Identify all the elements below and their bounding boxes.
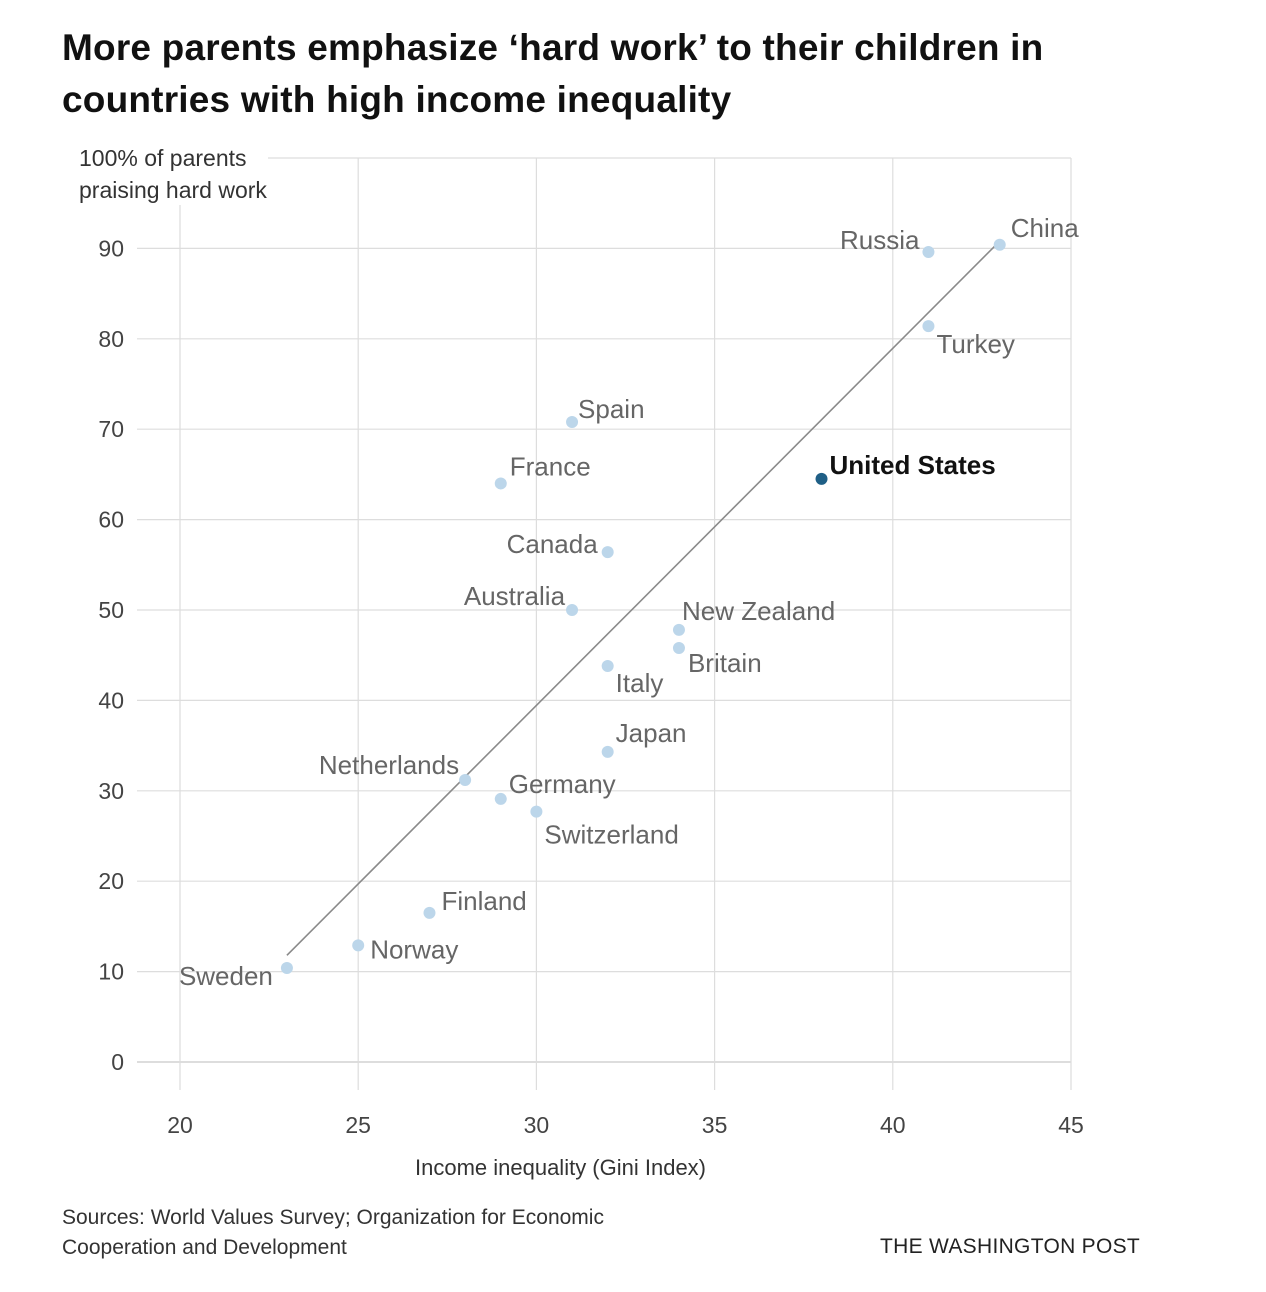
y-axis-ticks: 0 10 20 30 40 50 60 70 80 90 <box>98 235 124 1075</box>
label-france: France <box>510 451 591 481</box>
point-spain <box>566 415 579 428</box>
label-sweden: Sweden <box>179 961 273 991</box>
y-axis-label: 100% of parents praising hard work <box>79 145 267 203</box>
y-tick-label: 10 <box>98 959 124 985</box>
point-netherlands <box>459 773 472 786</box>
x-tick-label: 20 <box>167 1112 193 1138</box>
source-note: Sources: World Values Survey; Organizati… <box>62 1206 604 1259</box>
point-sweden <box>280 961 293 974</box>
point-france <box>494 477 507 490</box>
x-tick-label: 40 <box>880 1112 906 1138</box>
point-turkey <box>922 320 935 333</box>
x-tick-label: 35 <box>702 1112 728 1138</box>
point-switzerland <box>530 805 543 818</box>
chart-title: More parents emphasize ‘hard work’ to th… <box>62 27 1044 120</box>
y-tick-label: 80 <box>98 326 124 352</box>
label-china: China <box>1011 213 1079 243</box>
x-axis-ticks: 20 25 30 35 40 45 <box>167 1112 1084 1138</box>
y-tick-label: 30 <box>98 778 124 804</box>
label-turkey: Turkey <box>936 329 1015 359</box>
label-finland: Finland <box>441 886 526 916</box>
label-spain: Spain <box>578 394 645 424</box>
y-tick-label: 70 <box>98 416 124 442</box>
point-britain <box>672 641 685 654</box>
label-japan: Japan <box>616 718 687 748</box>
label-germany: Germany <box>509 769 616 799</box>
point-norway <box>352 939 365 952</box>
point-finland <box>423 906 436 919</box>
y-tick-label: 0 <box>111 1049 124 1075</box>
x-tick-label: 45 <box>1058 1112 1084 1138</box>
point-russia <box>922 246 935 259</box>
label-united-states: United States <box>830 450 996 480</box>
trend-line-group <box>286 240 1001 956</box>
point-japan <box>601 745 614 758</box>
label-new-zealand: New Zealand <box>682 596 835 626</box>
grid <box>137 157 1072 1090</box>
point-new-zealand <box>672 623 685 636</box>
label-italy: Italy <box>616 668 664 698</box>
y-tick-label: 40 <box>98 687 124 713</box>
point-germany <box>494 792 507 805</box>
y-axis-label-line: praising hard work <box>79 177 267 203</box>
point-australia <box>566 604 579 616</box>
label-australia: Australia <box>464 581 566 611</box>
point-labels: Sweden Norway Finland Netherlands Germany Swi… <box>179 213 1079 991</box>
y-tick-label: 60 <box>98 507 124 533</box>
label-britain: Britain <box>688 648 762 678</box>
y-tick-label: 20 <box>98 868 124 894</box>
label-switzerland: Switzerland <box>544 820 678 850</box>
label-norway: Norway <box>370 934 458 964</box>
y-tick-label: 90 <box>98 235 124 261</box>
x-tick-label: 25 <box>345 1112 371 1138</box>
point-china <box>993 238 1006 251</box>
label-netherlands: Netherlands <box>319 750 459 780</box>
x-axis-label: Income inequality (Gini Index) <box>415 1155 706 1180</box>
point-canada <box>601 546 614 559</box>
publisher-credit: THE WASHINGTON POST <box>880 1235 1141 1258</box>
point-italy <box>601 660 614 673</box>
y-axis-label-line: 100% of parents <box>79 145 247 171</box>
x-tick-label: 30 <box>524 1112 550 1138</box>
label-canada: Canada <box>507 529 599 559</box>
data-points <box>280 238 1006 974</box>
point-united-states <box>815 472 828 485</box>
label-russia: Russia <box>840 225 920 255</box>
y-tick-label: 50 <box>98 597 124 623</box>
trend-line <box>286 240 1001 956</box>
